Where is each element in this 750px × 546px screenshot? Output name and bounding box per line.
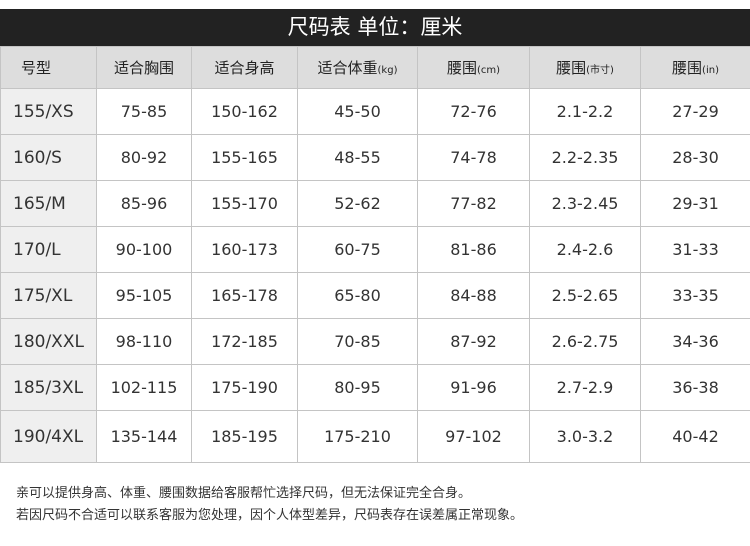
value-cell: 172-185 [191,318,298,365]
value-cell: 2.2-2.35 [529,134,641,181]
note-line: 亲可以提供身高、体重、腰围数据给客服帮忙选择尺码，但无法保证完全合身。 [16,486,472,501]
value-cell: 91-96 [417,364,530,411]
header-label: 适合身高 [214,59,275,77]
header-unit: (市寸) [586,65,614,76]
header-label: 适合体重 [317,59,378,77]
value-cell: 40-42 [640,410,750,463]
value-cell: 80-95 [297,364,418,411]
size-cell: 165/M [0,180,97,227]
size-cell: 190/4XL [0,410,97,463]
size-cell: 160/S [0,134,97,181]
column-header: 适合体重(kg) [297,46,418,89]
value-cell: 135-144 [96,410,192,463]
header-unit: (kg) [377,65,398,76]
value-cell: 74-78 [417,134,530,181]
value-cell: 2.5-2.65 [529,272,641,319]
value-cell: 75-85 [96,88,192,135]
value-cell: 160-173 [191,226,298,273]
column-header: 腰围(in) [640,46,750,89]
value-cell: 52-62 [297,180,418,227]
value-cell: 87-92 [417,318,530,365]
header-label: 腰围 [556,59,587,77]
value-cell: 150-162 [191,88,298,135]
value-cell: 72-76 [417,88,530,135]
value-cell: 2.6-2.75 [529,318,641,365]
size-cell: 180/XXL [0,318,97,365]
table-row: 185/3XL 102-115 175-190 80-95 91-96 2.7-2.9 36… [0,364,750,411]
column-header: 号型 [0,46,97,89]
value-cell: 102-115 [96,364,192,411]
header-label: 腰围 [446,59,477,77]
header-row: 号型 适合胸围 适合身高 适合体重(kg) 腰围(cm) 腰围(市寸) 腰围(in) [0,46,750,89]
value-cell: 95-105 [96,272,192,319]
size-cell: 175/XL [0,272,97,319]
value-cell: 175-190 [191,364,298,411]
header-label: 腰围 [672,59,703,77]
value-cell: 165-178 [191,272,298,319]
table-row: 170/L 90-100 160-173 60-75 81-86 2.4-2.6 31-33 [0,226,750,273]
header-unit: (cm) [476,65,501,76]
value-cell: 98-110 [96,318,192,365]
value-cell: 65-80 [297,272,418,319]
value-cell: 2.7-2.9 [529,364,641,411]
table-row: 190/4XL 135-144 185-195 175-210 97-102 3.0-3.… [0,410,750,463]
header-unit: (in) [702,65,719,76]
table-row: 175/XL 95-105 165-178 65-80 84-88 2.5-2.65 33-… [0,272,750,319]
value-cell: 2.3-2.45 [529,180,641,227]
table-row: 155/XS 75-85 150-162 45-50 72-76 2.1-2.2 27-29 [0,88,750,135]
value-cell: 2.4-2.6 [529,226,641,273]
value-cell: 70-85 [297,318,418,365]
value-cell: 185-195 [191,410,298,463]
value-cell: 80-92 [96,134,192,181]
value-cell: 29-31 [640,180,750,227]
size-table: 号型 适合胸围 适合身高 适合体重(kg) 腰围(cm) 腰围(市寸) 腰围(in) 155… [0,46,750,463]
column-header: 腰围(市寸) [529,46,641,89]
note-line: 若因尺码不合适可以联系客服为您处理，因个人体型差异，尺码表存在误差属正常现象。 [16,508,524,523]
value-cell: 48-55 [297,134,418,181]
value-cell: 175-210 [297,410,418,463]
value-cell: 3.0-3.2 [529,410,641,463]
value-cell: 60-75 [297,226,418,273]
value-cell: 155-165 [191,134,298,181]
value-cell: 155-170 [191,180,298,227]
notes: 亲可以提供身高、体重、腰围数据给客服帮忙选择尺码，但无法保证完全合身。 若因尺码… [16,483,523,527]
size-cell: 185/3XL [0,364,97,411]
value-cell: 33-35 [640,272,750,319]
value-cell: 34-36 [640,318,750,365]
value-cell: 28-30 [640,134,750,181]
value-cell: 97-102 [417,410,530,463]
size-chart-title: 尺码表 单位：厘米 [0,9,750,46]
value-cell: 85-96 [96,180,192,227]
value-cell: 45-50 [297,88,418,135]
table-row: 160/S 80-92 155-165 48-55 74-78 2.2-2.35 28-30 [0,134,750,181]
table-row: 180/XXL 98-110 172-185 70-85 87-92 2.6-2.75 34… [0,318,750,365]
size-cell: 170/L [0,226,97,273]
table-row: 165/M 85-96 155-170 52-62 77-82 2.3-2.45 29-31 [0,180,750,227]
value-cell: 2.1-2.2 [529,88,641,135]
value-cell: 31-33 [640,226,750,273]
value-cell: 36-38 [640,364,750,411]
value-cell: 84-88 [417,272,530,319]
header-label: 适合胸围 [113,59,174,77]
header-label: 号型 [21,59,52,77]
value-cell: 27-29 [640,88,750,135]
value-cell: 81-86 [417,226,530,273]
value-cell: 90-100 [96,226,192,273]
value-cell: 77-82 [417,180,530,227]
size-cell: 155/XS [0,88,97,135]
column-header: 腰围(cm) [417,46,530,89]
column-header: 适合胸围 [96,46,192,89]
column-header: 适合身高 [191,46,298,89]
